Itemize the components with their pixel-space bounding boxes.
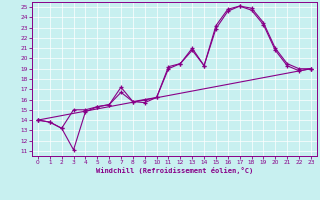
X-axis label: Windchill (Refroidissement éolien,°C): Windchill (Refroidissement éolien,°C) <box>96 167 253 174</box>
